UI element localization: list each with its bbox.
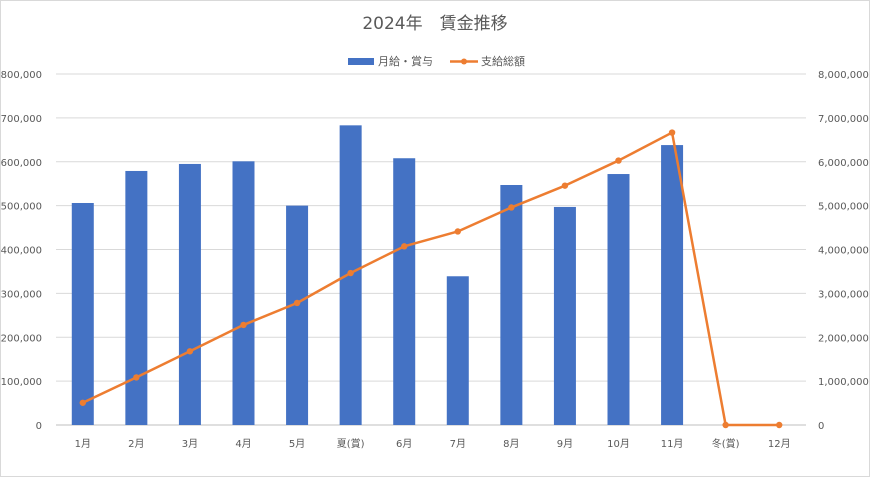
line-point: [401, 243, 408, 250]
line-point: [79, 399, 86, 406]
line-point: [133, 374, 140, 381]
line-point: [561, 182, 569, 189]
y-left-tick-label: 100,000: [1, 377, 42, 388]
bar: [500, 185, 523, 425]
x-tick-label: 2月: [128, 438, 144, 450]
y-left-tick-label: 0: [36, 421, 42, 432]
bar: [661, 145, 684, 425]
bar: [286, 205, 309, 425]
y-right-tick-label: 3,000,000: [818, 289, 869, 300]
x-tick-label: 10月: [607, 438, 630, 450]
y-left-tick-label: 800,000: [1, 70, 42, 81]
legend-line-marker: [461, 58, 467, 65]
bar: [125, 170, 148, 425]
y-right-tick-label: 5,000,000: [818, 202, 869, 213]
line-point: [240, 321, 247, 329]
line-point: [776, 421, 783, 429]
y-right-tick-label: 0: [818, 421, 824, 432]
line-point: [347, 269, 354, 277]
bar: [232, 161, 255, 425]
chart-title: 2024年 賃金推移: [362, 14, 507, 34]
x-tick-label: 1月: [75, 438, 91, 450]
x-tick-label: 冬(賞): [712, 437, 740, 450]
total-line: [82, 131, 780, 427]
y-right-tick-label: 2,000,000: [818, 333, 869, 344]
x-tick-label: 5月: [289, 438, 305, 450]
bar: [71, 202, 94, 425]
line-point: [293, 299, 301, 307]
bar: [553, 206, 576, 425]
bar: [393, 158, 416, 426]
x-tick-label: 8月: [503, 438, 519, 450]
x-tick-label: 7月: [450, 438, 466, 450]
y-left-tick-label: 500,000: [1, 202, 42, 213]
bar: [178, 163, 201, 425]
bar: [607, 174, 630, 425]
legend: 月給・賞与 支給総額: [348, 54, 525, 68]
legend-bar-swatch: [348, 58, 374, 65]
y-left-tick-label: 700,000: [1, 114, 42, 125]
x-tick-label: 11月: [661, 438, 684, 450]
y-left-tick-label: 200,000: [1, 333, 42, 344]
y-left-tick-label: 600,000: [1, 158, 42, 169]
line-point: [508, 204, 515, 211]
bar: [446, 276, 469, 425]
x-tick-label: 夏(賞): [337, 437, 365, 450]
legend-line-label: 支給総額: [481, 54, 525, 68]
y-right-tick-label: 6,000,000: [818, 158, 869, 169]
y-right-tick-label: 7,000,000: [818, 114, 869, 125]
x-tick-label: 12月: [768, 438, 791, 450]
x-tick-label: 4月: [235, 438, 251, 450]
line-point: [454, 228, 461, 235]
line-point: [722, 421, 729, 429]
x-tick-label: 6月: [396, 438, 412, 450]
legend-bar-label: 月給・賞与: [378, 54, 433, 68]
line-point: [615, 157, 622, 164]
x-tick-label: 9月: [557, 438, 573, 450]
y-right-tick-label: 1,000,000: [818, 377, 869, 388]
y-left-tick-label: 300,000: [1, 289, 42, 300]
line-point: [186, 348, 194, 355]
y-right-tick-label: 4,000,000: [818, 246, 869, 257]
line-point: [668, 129, 676, 136]
x-tick-label: 3月: [182, 438, 198, 450]
y-left-tick-label: 400,000: [1, 246, 42, 257]
y-right-tick-label: 8,000,000: [818, 70, 869, 81]
